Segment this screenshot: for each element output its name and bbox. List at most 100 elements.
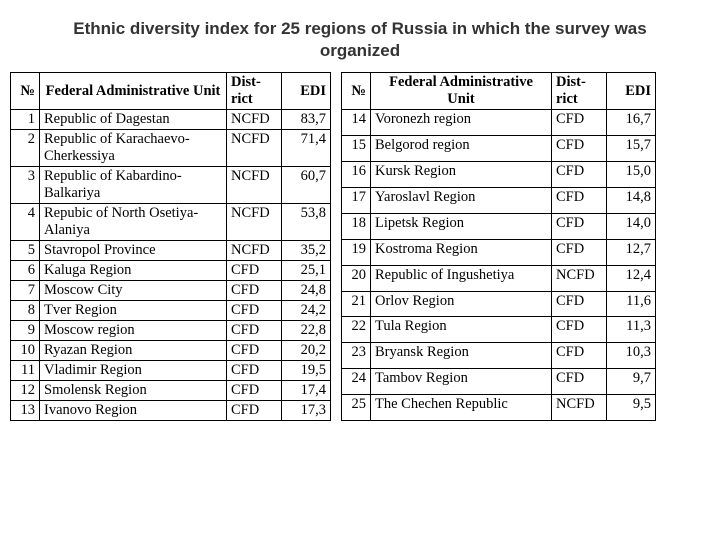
cell-unit: Yaroslavl Region (371, 187, 552, 213)
cell-dist: CFD (552, 239, 607, 265)
table-row: 23Bryansk RegionCFD10,3 (342, 343, 656, 369)
cell-edi: 15,0 (607, 162, 656, 188)
cell-num: 7 (11, 281, 40, 301)
cell-unit: Moscow region (40, 321, 227, 341)
cell-edi: 83,7 (282, 110, 331, 130)
cell-num: 5 (11, 241, 40, 261)
table-row: 6Kaluga RegionCFD25,1 (11, 261, 331, 281)
cell-edi: 53,8 (282, 204, 331, 241)
cell-unit: Tambov Region (371, 369, 552, 395)
cell-num: 18 (342, 213, 371, 239)
cell-unit: Republic of Dagestan (40, 110, 227, 130)
cell-edi: 12,7 (607, 239, 656, 265)
cell-edi: 60,7 (282, 167, 331, 204)
cell-num: 23 (342, 343, 371, 369)
right-table: № Federal Administrative Unit Dist-rict … (341, 72, 656, 421)
cell-num: 11 (11, 361, 40, 381)
table-row: 17Yaroslavl RegionCFD14,8 (342, 187, 656, 213)
page-title: Ethnic diversity index for 25 regions of… (0, 0, 720, 72)
cell-dist: NCFD (552, 395, 607, 421)
cell-num: 9 (11, 321, 40, 341)
cell-edi: 14,8 (607, 187, 656, 213)
cell-dist: CFD (552, 136, 607, 162)
col-edi: EDI (607, 73, 656, 110)
cell-num: 17 (342, 187, 371, 213)
cell-edi: 12,4 (607, 265, 656, 291)
cell-unit: Tver Region (40, 301, 227, 321)
cell-edi: 22,8 (282, 321, 331, 341)
cell-edi: 14,0 (607, 213, 656, 239)
cell-unit: Lipetsk Region (371, 213, 552, 239)
cell-num: 16 (342, 162, 371, 188)
table-row: 25The Chechen RepublicNCFD9,5 (342, 395, 656, 421)
cell-num: 6 (11, 261, 40, 281)
cell-num: 19 (342, 239, 371, 265)
cell-dist: CFD (552, 291, 607, 317)
table-row: 3Republic of Kabardino-BalkariyaNCFD60,7 (11, 167, 331, 204)
table-row: 10Ryazan RegionCFD20,2 (11, 341, 331, 361)
cell-edi: 10,3 (607, 343, 656, 369)
cell-num: 4 (11, 204, 40, 241)
cell-edi: 16,7 (607, 110, 656, 136)
cell-num: 22 (342, 317, 371, 343)
cell-num: 1 (11, 110, 40, 130)
cell-dist: CFD (552, 369, 607, 395)
cell-edi: 15,7 (607, 136, 656, 162)
cell-unit: Voronezh region (371, 110, 552, 136)
table-row: 12Smolensk RegionCFD17,4 (11, 381, 331, 401)
cell-dist: NCFD (227, 167, 282, 204)
cell-num: 12 (11, 381, 40, 401)
table-row: 8Tver RegionCFD24,2 (11, 301, 331, 321)
table-row: 5Stavropol ProvinceNCFD35,2 (11, 241, 331, 261)
cell-num: 14 (342, 110, 371, 136)
cell-num: 15 (342, 136, 371, 162)
cell-unit: Vladimir Region (40, 361, 227, 381)
cell-num: 21 (342, 291, 371, 317)
cell-unit: Belgorod region (371, 136, 552, 162)
cell-dist: CFD (227, 381, 282, 401)
cell-dist: CFD (552, 110, 607, 136)
cell-num: 24 (342, 369, 371, 395)
cell-unit: Ivanovo Region (40, 401, 227, 421)
cell-dist: NCFD (227, 241, 282, 261)
table-row: 4Repubic of North Osetiya-AlaniyaNCFD53,… (11, 204, 331, 241)
cell-dist: CFD (552, 187, 607, 213)
table-row: 15Belgorod regionCFD15,7 (342, 136, 656, 162)
cell-unit: Republic of Ingushetiya (371, 265, 552, 291)
cell-num: 8 (11, 301, 40, 321)
cell-dist: CFD (227, 301, 282, 321)
cell-unit: Republic of Karachaevo-Cherkessiya (40, 130, 227, 167)
cell-unit: Bryansk Region (371, 343, 552, 369)
cell-num: 3 (11, 167, 40, 204)
cell-edi: 17,4 (282, 381, 331, 401)
cell-num: 2 (11, 130, 40, 167)
cell-dist: CFD (227, 261, 282, 281)
table-row: 24Tambov RegionCFD9,7 (342, 369, 656, 395)
cell-dist: NCFD (227, 110, 282, 130)
col-edi: EDI (282, 73, 331, 110)
cell-edi: 71,4 (282, 130, 331, 167)
cell-unit: Kursk Region (371, 162, 552, 188)
table-row: 16Kursk RegionCFD15,0 (342, 162, 656, 188)
table-row: 1Republic of DagestanNCFD83,7 (11, 110, 331, 130)
cell-num: 25 (342, 395, 371, 421)
cell-num: 20 (342, 265, 371, 291)
cell-dist: NCFD (227, 130, 282, 167)
cell-dist: CFD (552, 162, 607, 188)
table-row: 22Tula RegionCFD11,3 (342, 317, 656, 343)
cell-dist: NCFD (552, 265, 607, 291)
col-unit: Federal Administrative Unit (371, 73, 552, 110)
cell-unit: Orlov Region (371, 291, 552, 317)
cell-unit: Repubic of North Osetiya-Alaniya (40, 204, 227, 241)
cell-dist: CFD (552, 343, 607, 369)
cell-num: 13 (11, 401, 40, 421)
cell-unit: Kostroma Region (371, 239, 552, 265)
cell-unit: Republic of Kabardino-Balkariya (40, 167, 227, 204)
cell-edi: 11,3 (607, 317, 656, 343)
cell-dist: CFD (227, 281, 282, 301)
col-dist: Dist-rict (552, 73, 607, 110)
cell-edi: 19,5 (282, 361, 331, 381)
cell-dist: CFD (227, 321, 282, 341)
table-row: 9Moscow regionCFD22,8 (11, 321, 331, 341)
table-row: 21Orlov RegionCFD11,6 (342, 291, 656, 317)
